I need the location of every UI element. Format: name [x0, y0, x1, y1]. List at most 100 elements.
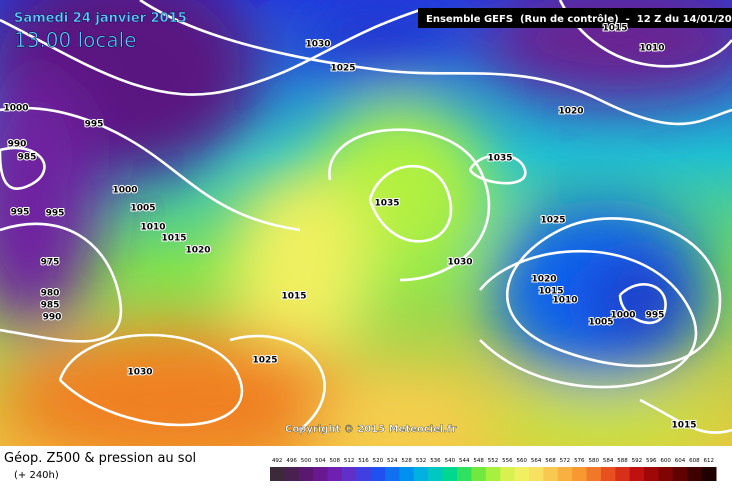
legend-tick: 500 [301, 458, 312, 464]
legend-swatch [457, 467, 472, 481]
isobar-label: 1015 [602, 24, 627, 34]
isobar-label: 1025 [330, 64, 355, 74]
legend-swatch [615, 467, 631, 481]
isobar-label: 1015 [161, 234, 186, 244]
legend-swatch [687, 467, 703, 481]
isobar-label: 1000 [610, 311, 635, 321]
legend-tick: 540 [445, 458, 456, 464]
legend-swatch [528, 467, 544, 481]
legend-tick: 516 [358, 458, 369, 464]
legend-swatch [629, 467, 645, 481]
legend-tick: 552 [488, 458, 499, 464]
isobar-label: 1000 [3, 104, 28, 114]
legend-swatch [701, 467, 717, 481]
isobar-label: 995 [646, 311, 665, 321]
legend-tick: 600 [660, 458, 671, 464]
isobar-label: 1010 [639, 44, 664, 54]
legend-tick: 564 [531, 458, 542, 464]
legend-tick: 608 [689, 458, 700, 464]
isobar-label: 995 [85, 120, 104, 130]
run-banner [418, 8, 732, 28]
legend-swatch [658, 467, 674, 481]
legend-swatch [485, 467, 501, 481]
isobar-label: 975 [41, 258, 60, 268]
isobar-label: 1020 [531, 275, 556, 285]
legend-swatch [600, 467, 616, 481]
run-info: Ensemble GEFS (Run de contrôle) - 12 Z d… [426, 13, 732, 25]
legend-tick: 592 [632, 458, 643, 464]
isobar-label: 985 [18, 153, 37, 163]
isobar-label: 1030 [447, 258, 472, 268]
date: Samedi 24 janvier 2015 [14, 11, 187, 26]
legend-tick: 568 [545, 458, 556, 464]
isobar-label: 990 [8, 140, 27, 150]
legend-swatch [385, 467, 400, 481]
footer-title: Géop. Z500 & pression au sol [4, 451, 196, 466]
map-background [0, 0, 732, 470]
legend-tick: 576 [574, 458, 585, 464]
legend-tick: 584 [603, 458, 614, 464]
legend-tick: 580 [588, 458, 599, 464]
isobar-labels: 1030102510151010100099599098510201035100… [2, 23, 697, 432]
isobar-label: 1015 [538, 287, 563, 297]
local-time: 13.00 locale [14, 28, 137, 52]
isobar-label: 1035 [487, 154, 512, 164]
legend-tick: 536 [430, 458, 441, 464]
isobar-label: 1015 [281, 292, 306, 302]
legend-swatch [442, 467, 458, 481]
legend-swatch [356, 467, 372, 481]
legend-tick: 596 [646, 458, 657, 464]
legend-tick: 496 [286, 458, 297, 464]
legend-swatch [644, 467, 659, 481]
legend-tick: 520 [373, 458, 384, 464]
legend-swatch [341, 467, 357, 481]
legend-swatch [500, 467, 516, 481]
legend-tick: 544 [459, 458, 470, 464]
isobar-label: 1035 [374, 199, 399, 209]
isobar-label: 990 [43, 313, 62, 323]
legend-tick: 504 [315, 458, 326, 464]
legend-swatch [284, 467, 300, 481]
legend-swatch [327, 467, 343, 481]
legend-swatch [471, 467, 487, 481]
legend-swatch [270, 467, 285, 481]
legend-tick: 556 [502, 458, 513, 464]
isobar-label: 1020 [558, 107, 583, 117]
legend-tick: 572 [560, 458, 571, 464]
legend-tick: 548 [473, 458, 484, 464]
isobar-label: 1025 [252, 356, 277, 366]
isobar-label: 980 [41, 289, 60, 299]
isobar-label: 995 [11, 208, 30, 218]
legend-swatch [672, 467, 688, 481]
isobar-label: 1020 [185, 246, 210, 256]
legend-swatch [298, 467, 314, 481]
legend-swatch [313, 467, 329, 481]
legend-tick: 524 [387, 458, 398, 464]
isobar-label: 1030 [305, 40, 330, 50]
legend-swatch [514, 467, 530, 481]
isobar-label: 1000 [112, 186, 137, 196]
legend-tick: 604 [675, 458, 686, 464]
color-legend: 492 496 500 504 508 512 516 520 524 528 532 536 540 5… [270, 458, 717, 481]
legend-tick: 508 [329, 458, 340, 464]
legend-tick: 560 [517, 458, 528, 464]
legend-swatch [586, 467, 602, 481]
legend-swatch [543, 467, 559, 481]
legend-swatch [557, 467, 573, 481]
legend-tick: 588 [617, 458, 628, 464]
legend-tick: 492 [272, 458, 283, 464]
copyright: Copyright © 2015 Meteociel.fr [285, 424, 456, 435]
isobar-label: 985 [41, 301, 60, 311]
legend-tick: 532 [416, 458, 427, 464]
footer-lead: (+ 240h) [14, 470, 59, 481]
isobar-label: 1005 [588, 318, 613, 328]
isobar-label: 1010 [552, 296, 577, 306]
legend-swatch [370, 467, 386, 481]
legend-tick: 528 [401, 458, 412, 464]
isobar-label: 1015 [671, 421, 696, 431]
isobar-label: 1005 [130, 204, 155, 214]
legend-swatch [428, 467, 444, 481]
isobar-label: 1010 [140, 223, 165, 233]
isobar-label: 1030 [127, 368, 152, 378]
